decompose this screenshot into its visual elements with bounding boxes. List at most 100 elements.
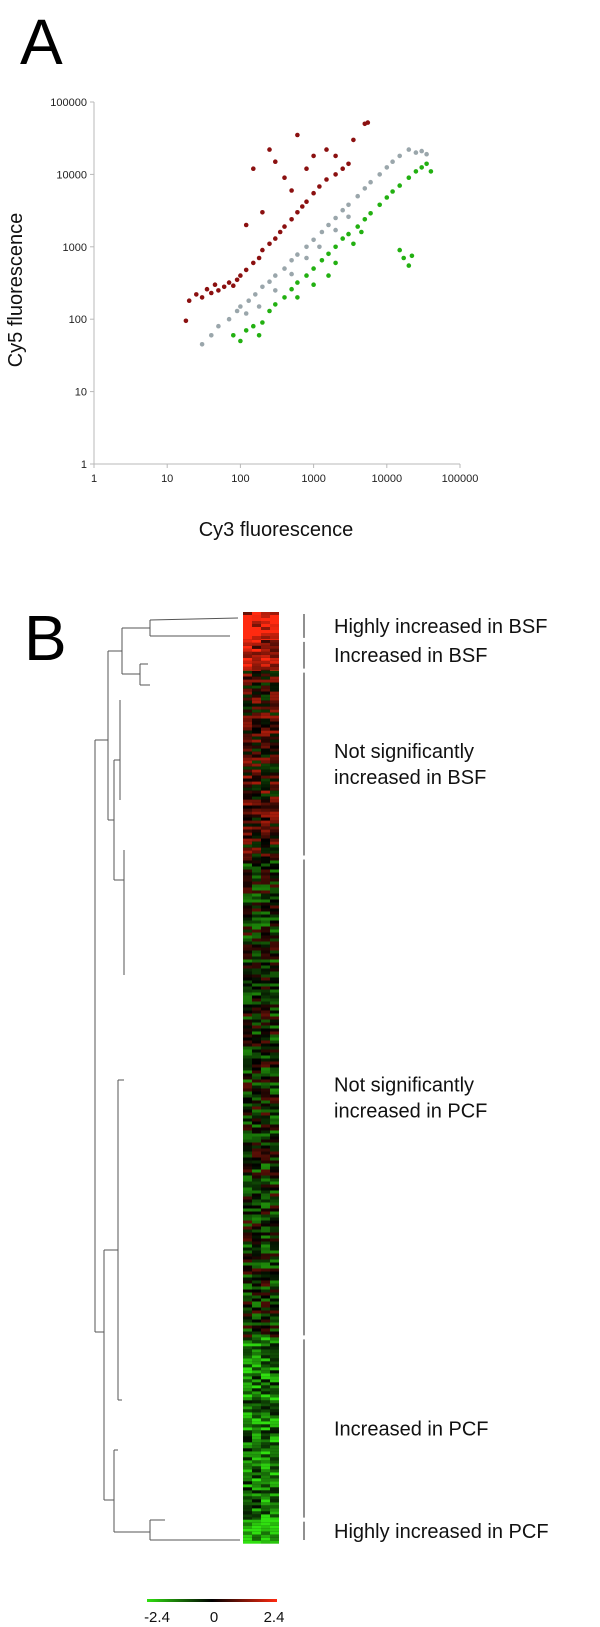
heatmap-cell [261,715,270,719]
heatmap-cell [243,1537,252,1541]
heatmap-cell [243,1364,252,1368]
scatter-point [273,273,278,278]
heatmap-cell [261,1115,270,1119]
heatmap-cell [261,1166,270,1170]
heatmap-cell [252,1022,261,1026]
heatmap-cell [243,1094,252,1098]
heatmap-cell [261,832,270,836]
heatmap-cell [261,1031,270,1035]
heatmap-cell [243,1151,252,1155]
heatmap-cell [270,926,279,930]
heatmap-cell [252,817,261,821]
heatmap-cell [270,1100,279,1104]
heatmap-cell [270,1376,279,1380]
heatmap-cell [252,1133,261,1137]
heatmap-cell [270,1241,279,1245]
heatmap-cell [270,1304,279,1308]
heatmap-cell [252,1034,261,1038]
heatmap-cell [261,992,270,996]
heatmap-cell [252,929,261,933]
heatmap-cell [252,1448,261,1452]
heatmap-cell [261,1337,270,1341]
heatmap-cell [261,1073,270,1077]
heatmap-cell [252,1007,261,1011]
heatmap-cell [270,1325,279,1329]
heatmap-cell [261,820,270,824]
heatmap-cell [252,1487,261,1491]
scatter-point [231,333,236,338]
scatter-point [295,295,300,300]
heatmap-cell [261,654,270,658]
cluster-label: Increased in BSF [334,645,487,667]
heatmap-cell [243,1382,252,1386]
heatmap-cell [261,1517,270,1521]
heatmap-cell [261,1514,270,1518]
scatter-point [317,244,322,250]
heatmap-cell [261,1277,270,1281]
heatmap-cell [261,1403,270,1407]
heatmap-cell [270,712,279,716]
heatmap-cell [252,823,261,827]
heatmap-cell [252,1406,261,1410]
scatter-point [390,189,395,194]
heatmap-cell [252,1196,261,1200]
heatmap-cell [252,805,261,809]
heatmap-cell [252,811,261,815]
heatmap-cell [243,772,252,776]
heatmap-cell [261,1424,270,1428]
heatmap-cell [261,1469,270,1473]
heatmap-cell [243,1286,252,1290]
heatmap-cell [261,615,270,618]
heatmap-cell [252,914,261,918]
heatmap-cell [270,1118,279,1122]
heatmap-cell [270,1346,279,1350]
heatmap-cell [243,1046,252,1050]
heatmap-cell [252,1010,261,1014]
heatmap-cell [243,1463,252,1467]
heatmap-cell [252,832,261,836]
heatmap-cell [261,790,270,794]
heatmap-cell [243,1355,252,1359]
scatter-point [273,159,278,164]
heatmap-cell [243,657,252,661]
heatmap-cell [243,941,252,945]
heatmap-cell [243,1531,252,1535]
heatmap-cell [252,666,261,670]
heatmap-cell [261,648,270,652]
heatmap-cell [261,1250,270,1254]
heatmap-cell [252,1268,261,1272]
heatmap-cell [252,1391,261,1395]
heatmap-cell [270,1295,279,1299]
y-tick-label: 100000 [50,97,87,109]
heatmap-cell [270,814,279,818]
heatmap-cell [270,682,279,686]
heatmap-cell [243,660,252,664]
heatmap-cell [261,995,270,999]
heatmap-cell [252,781,261,785]
scatter-point [243,267,249,273]
heatmap-cell [252,841,261,845]
heatmap-cell [270,1313,279,1317]
heatmap-cell [243,1499,252,1503]
heatmap-cell [252,1220,261,1224]
scatter-point [333,172,338,177]
heatmap-cell [252,1394,261,1398]
heatmap-cell [252,1208,261,1212]
heatmap-cell [261,938,270,942]
heatmap-cell [261,1528,270,1532]
heatmap-cell [270,932,279,936]
heatmap-cell [270,823,279,827]
heatmap-cell [252,1112,261,1116]
heatmap-cell [270,1001,279,1005]
heatmap-cell [270,706,279,710]
heatmap-cell [243,1415,252,1419]
heatmap-cell [252,1412,261,1416]
heatmap-cell [252,751,261,755]
heatmap-cell [270,881,279,885]
heatmap-cell [261,1298,270,1302]
heatmap-cell [252,1166,261,1170]
heatmap-cell [243,670,252,674]
heatmap-cell [261,1289,270,1293]
heatmap-cell [261,1043,270,1047]
heatmap-cell [252,718,261,722]
